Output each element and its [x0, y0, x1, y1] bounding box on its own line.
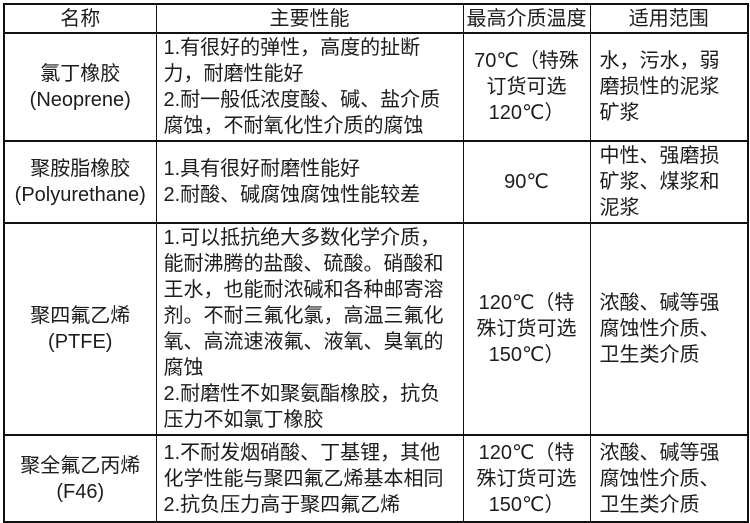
page: 名称 主要性能 最高介质温度 适用范围 氯丁橡胶 (Neoprene) 1.有很… — [3, 3, 749, 523]
max-temp-cell: 120℃（特殊订货可选150℃） — [462, 222, 591, 436]
scope-cell: 水，污水，弱磨损性的泥浆矿浆 — [589, 32, 749, 142]
material-name-en: (Neoprene) — [29, 89, 131, 111]
material-name-en: (F46) — [56, 480, 105, 503]
performance-cell: 1.不耐发烟硝酸、丁基锂，其他化学性能与聚四氟乙烯基本相同 2.抗负压力高于聚四… — [155, 434, 464, 523]
performance-cell: 1.有很好的弹性，高度的扯断力，耐磨性能好 2.耐一般低浓度酸、碱、盐介质腐蚀，… — [155, 32, 464, 142]
max-temp-cell: 70℃（特殊订货可选120℃） — [462, 32, 591, 142]
scope-cell: 浓酸、碱等强腐蚀性介质、卫生类介质 — [589, 434, 749, 523]
material-name-cell: 聚全氟乙丙烯 (F46) — [3, 434, 157, 523]
column-header-scope: 适用范围 — [589, 3, 749, 34]
material-name-cell: 聚胺脂橡胶 (Polyurethane) — [3, 140, 157, 224]
material-name-en: (Polyurethane) — [14, 184, 146, 206]
material-name-cell: 聚四氟乙烯 (PTFE) — [3, 222, 157, 436]
max-temp-cell: 90℃ — [462, 140, 591, 224]
material-name-cell: 氯丁橡胶 (Neoprene) — [3, 32, 157, 142]
scope-cell: 中性、强磨损矿浆、煤浆和泥浆 — [589, 140, 749, 224]
column-header-performance: 主要性能 — [155, 3, 464, 34]
material-name-en: (PTFE) — [48, 331, 113, 353]
max-temp-cell: 120℃（特殊订货可选150℃） — [462, 434, 591, 523]
material-comparison-table: 名称 主要性能 最高介质温度 适用范围 氯丁橡胶 (Neoprene) 1.有很… — [3, 3, 749, 523]
table-row-neoprene: 氯丁橡胶 (Neoprene) 1.有很好的弹性，高度的扯断力，耐磨性能好 2.… — [3, 32, 749, 142]
material-name-cn: 聚胺脂橡胶 — [30, 158, 131, 180]
material-name-cn: 聚四氟乙烯 — [30, 305, 131, 327]
column-header-name: 名称 — [3, 3, 157, 34]
table-row-ptfe: 聚四氟乙烯 (PTFE) 1.可以抵抗绝大多数化学介质，能耐沸腾的盐酸、硫酸。硝… — [3, 222, 749, 436]
performance-cell: 1.具有很好耐磨性能好 2.耐酸、碱腐蚀腐蚀性能较差 — [155, 140, 464, 224]
table-row-polyurethane: 聚胺脂橡胶 (Polyurethane) 1.具有很好耐磨性能好 2.耐酸、碱腐… — [3, 140, 749, 224]
column-header-max-temp: 最高介质温度 — [462, 3, 591, 34]
table-header-row: 名称 主要性能 最高介质温度 适用范围 — [3, 3, 749, 34]
material-name-cn: 氯丁橡胶 — [40, 63, 121, 85]
performance-cell: 1.可以抵抗绝大多数化学介质，能耐沸腾的盐酸、硫酸。硝酸和王水，也能耐浓碱和各种… — [155, 222, 464, 436]
table-row-f46: 聚全氟乙丙烯 (F46) 1.不耐发烟硝酸、丁基锂，其他化学性能与聚四氟乙烯基本… — [3, 434, 749, 523]
material-name-cn: 聚全氟乙丙烯 — [20, 454, 141, 477]
scope-cell: 浓酸、碱等强腐蚀性介质、卫生类介质 — [589, 222, 749, 436]
